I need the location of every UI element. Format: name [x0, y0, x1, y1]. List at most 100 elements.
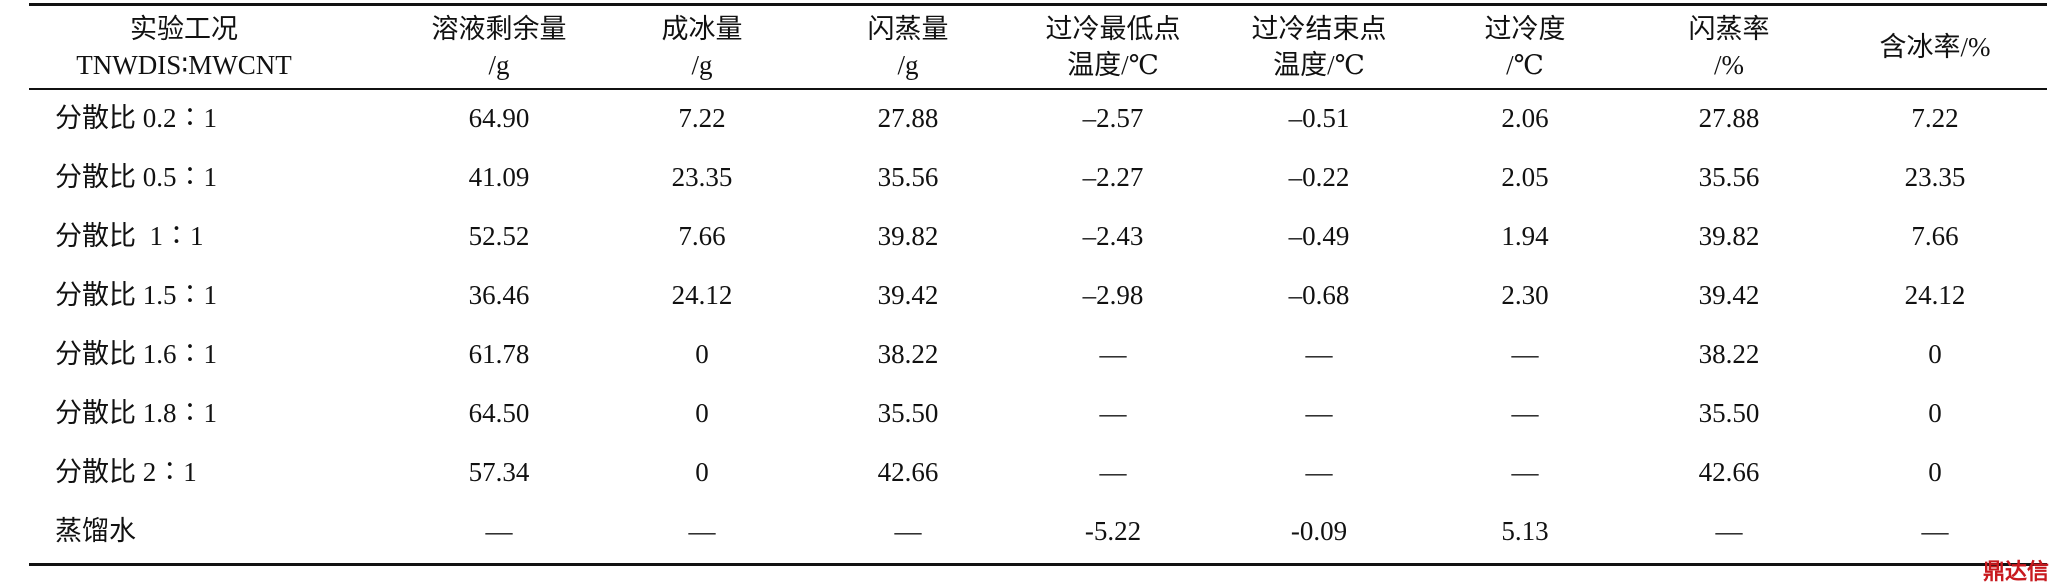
header-line: 闪蒸量 [867, 14, 949, 44]
cell-value: 27.88 [1698, 103, 1760, 133]
cell-value: — [1305, 339, 1333, 369]
header-line: 过冷最低点 [1045, 14, 1181, 44]
cell-value: 0 [695, 457, 709, 487]
cell-value: 57.34 [468, 457, 530, 487]
cell-value: –0.22 [1288, 162, 1350, 192]
header-line: TNWDIS∶MWCNT [76, 50, 292, 80]
header-cell: 成冰量/g [662, 11, 743, 83]
header-line: 过冷度 [1484, 14, 1566, 44]
header-line: /℃ [1506, 50, 1544, 80]
cell-value: 38.22 [1698, 339, 1760, 369]
cell-value: 7.66 [678, 221, 726, 251]
cell-value: 39.42 [1698, 280, 1760, 310]
row-label: 分散比 1.8∶1 [55, 398, 217, 428]
top-rule [29, 3, 2047, 6]
header-cell: 闪蒸率 /% [1689, 11, 1770, 83]
cell-value: –0.49 [1288, 221, 1350, 251]
cell-value: 5.13 [1501, 516, 1549, 546]
cell-value: — [1099, 339, 1127, 369]
cell-value: 23.35 [671, 162, 733, 192]
cell-value: 0 [1928, 339, 1942, 369]
cell-value: –2.98 [1082, 280, 1144, 310]
cell-value: 24.12 [671, 280, 733, 310]
header-line: 含冰率/% [1879, 32, 1991, 62]
cell-value: 27.88 [877, 103, 939, 133]
cell-value: 42.66 [877, 457, 939, 487]
cell-value: 35.50 [1698, 398, 1760, 428]
header-line: 实验工况 [130, 14, 238, 44]
header-cell: 含冰率/% [1880, 29, 1991, 65]
cell-value: 61.78 [468, 339, 530, 369]
row-label: 分散比 1.5∶1 [55, 280, 217, 310]
header-line: /g [897, 50, 919, 80]
cell-value: — [1715, 516, 1743, 546]
header-cell: 实验工况 TNWDIS∶MWCNT [76, 11, 292, 83]
cell-value: -0.09 [1290, 516, 1348, 546]
cell-value: — [1099, 398, 1127, 428]
cell-value: –2.27 [1082, 162, 1144, 192]
header-rule [29, 88, 2047, 90]
cell-value: — [1511, 398, 1539, 428]
row-label: 分散比 1∶1 [55, 221, 204, 251]
cell-value: 0 [1928, 398, 1942, 428]
header-cell: 闪蒸量/g [868, 11, 949, 83]
cell-value: — [1099, 457, 1127, 487]
cell-value: 24.12 [1904, 280, 1966, 310]
row-label: 分散比 0.2∶1 [55, 103, 217, 133]
header-line: 过冷结束点 [1251, 14, 1387, 44]
cell-value: 41.09 [468, 162, 530, 192]
cell-value: 64.50 [468, 398, 530, 428]
header-line: 闪蒸率 [1688, 14, 1770, 44]
cell-value: 52.52 [468, 221, 530, 251]
row-label: 分散比 1.6∶1 [55, 339, 217, 369]
cell-value: 35.50 [877, 398, 939, 428]
cell-value: -5.22 [1084, 516, 1142, 546]
cell-value: 64.90 [468, 103, 530, 133]
cell-value: 2.06 [1501, 103, 1549, 133]
cell-value: — [1511, 457, 1539, 487]
watermark: 鼎达信 [1982, 560, 2049, 585]
cell-value: — [1305, 398, 1333, 428]
cell-value: 36.46 [468, 280, 530, 310]
cell-value: –2.43 [1082, 221, 1144, 251]
cell-value: 1.94 [1501, 221, 1549, 251]
cell-value: 7.22 [1911, 103, 1959, 133]
header-line: /g [488, 50, 510, 80]
header-line: /% [1714, 50, 1744, 80]
cell-value: — [1305, 457, 1333, 487]
cell-value: 0 [695, 339, 709, 369]
header-line: /g [691, 50, 713, 80]
cell-value: 35.56 [1698, 162, 1760, 192]
cell-value: — [1921, 516, 1949, 546]
header-line: 温度/℃ [1067, 50, 1159, 80]
cell-value: 38.22 [877, 339, 939, 369]
cell-value: –2.57 [1082, 103, 1144, 133]
cell-value: — [1511, 339, 1539, 369]
cell-value: 42.66 [1698, 457, 1760, 487]
header-cell: 过冷结束点温度/℃ [1252, 11, 1387, 83]
row-label: 分散比 0.5∶1 [55, 162, 217, 192]
header-line: 成冰量 [661, 14, 743, 44]
cell-value: 7.66 [1911, 221, 1959, 251]
cell-value: 23.35 [1904, 162, 1966, 192]
header-line: 温度/℃ [1273, 50, 1365, 80]
header-cell: 溶液剩余量/g [432, 11, 567, 83]
cell-value: 2.30 [1501, 280, 1549, 310]
cell-value: 2.05 [1501, 162, 1549, 192]
cell-value: — [688, 516, 716, 546]
cell-value: 39.42 [877, 280, 939, 310]
row-label: 蒸馏水 [55, 516, 136, 546]
cell-value: 39.82 [1698, 221, 1760, 251]
row-label: 分散比 2∶1 [55, 457, 197, 487]
cell-value: — [894, 516, 922, 546]
cell-value: 0 [695, 398, 709, 428]
cell-value: 39.82 [877, 221, 939, 251]
cell-value: –0.51 [1288, 103, 1350, 133]
cell-value: –0.68 [1288, 280, 1350, 310]
header-cell: 过冷最低点温度/℃ [1046, 11, 1181, 83]
cell-value: 0 [1928, 457, 1942, 487]
cell-value: — [485, 516, 513, 546]
header-cell: 过冷度 /℃ [1485, 11, 1566, 83]
cell-value: 7.22 [678, 103, 726, 133]
